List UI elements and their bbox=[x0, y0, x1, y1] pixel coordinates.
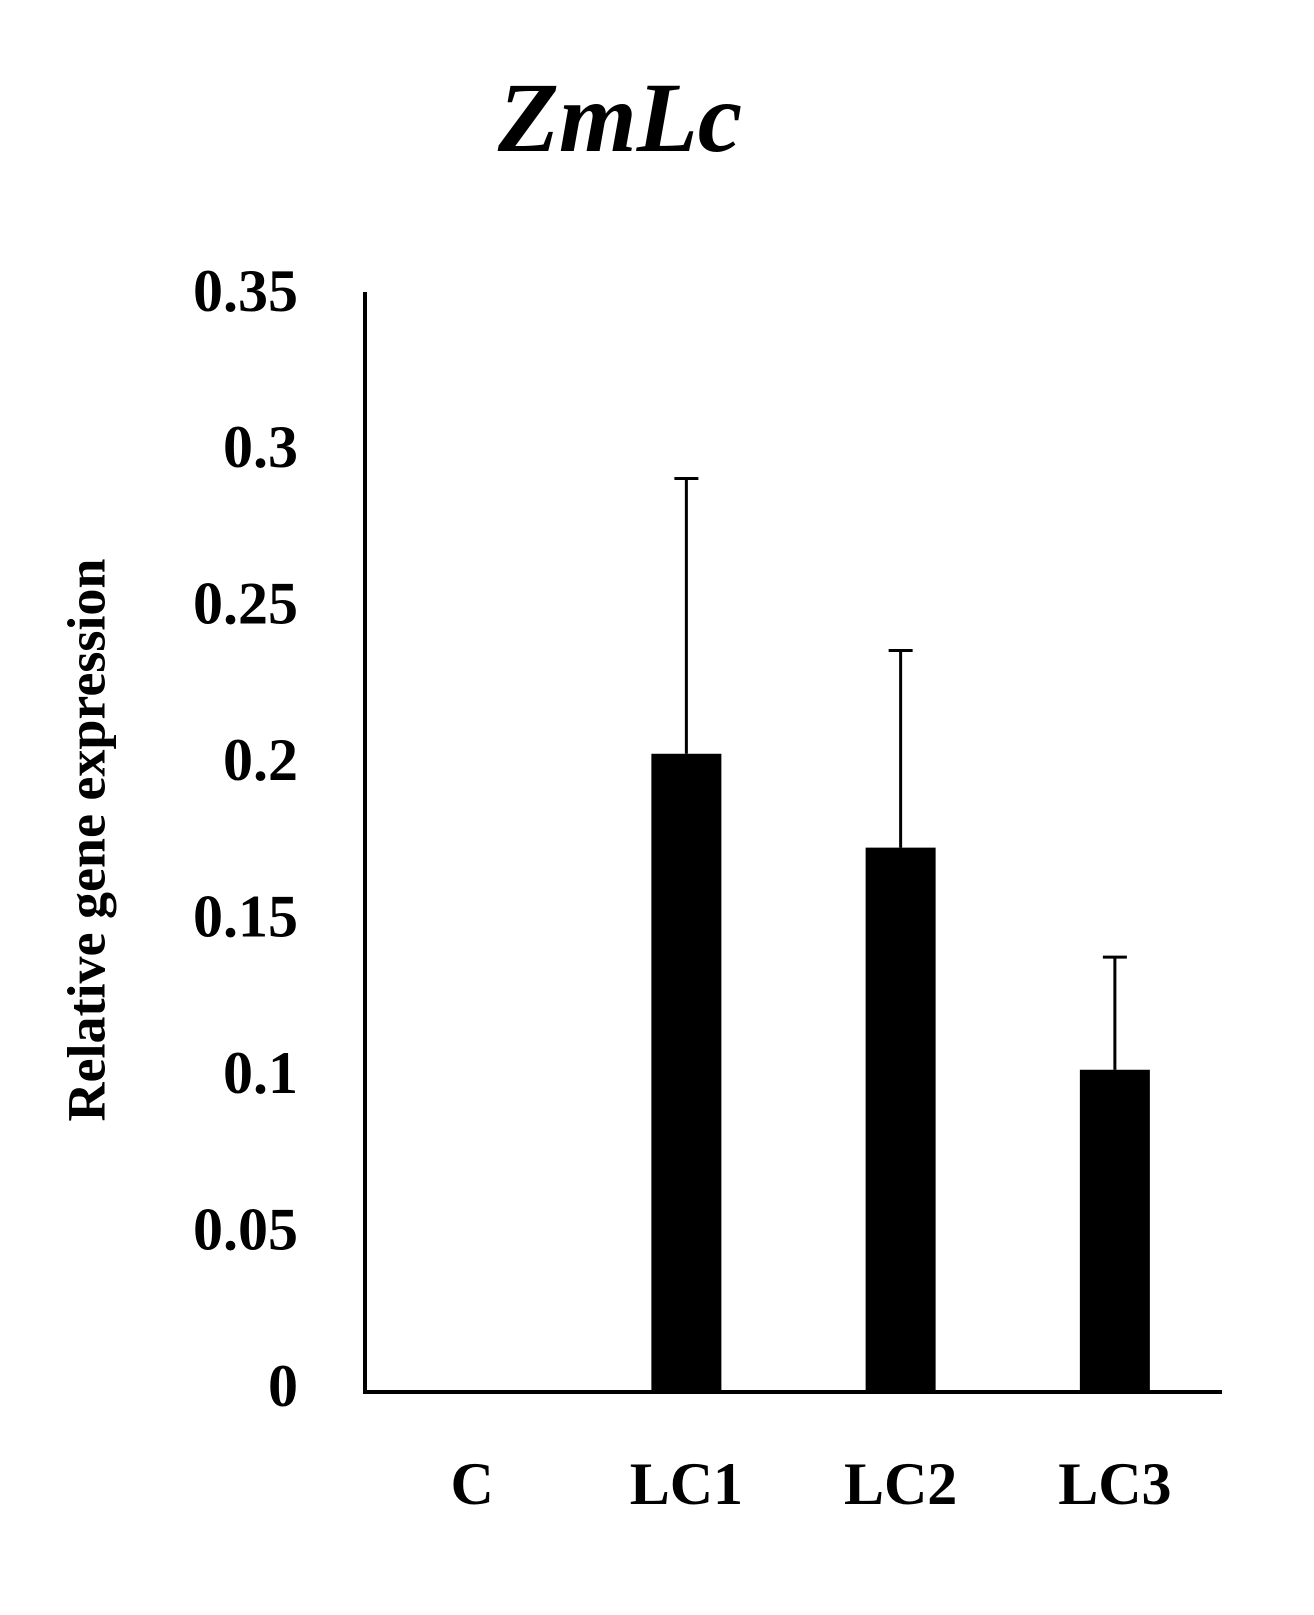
y-tick-label: 0.35 bbox=[193, 258, 298, 324]
y-tick-label: 0.1 bbox=[223, 1040, 298, 1106]
chart-title: ZmLc bbox=[497, 62, 742, 173]
bar bbox=[865, 847, 936, 1392]
y-tick-label: 0.15 bbox=[193, 883, 298, 949]
y-tick-label: 0.25 bbox=[193, 571, 298, 637]
x-tick-label: LC2 bbox=[844, 1451, 957, 1517]
y-tick-label: 0.3 bbox=[223, 414, 298, 480]
bar bbox=[651, 753, 722, 1392]
bar bbox=[1079, 1069, 1150, 1392]
error-bar bbox=[888, 649, 913, 848]
error-bar bbox=[674, 476, 699, 754]
error-bar bbox=[1102, 955, 1127, 1070]
x-tick-label: LC1 bbox=[630, 1451, 743, 1517]
x-tick-label: C bbox=[450, 1451, 493, 1517]
x-tick-label: LC3 bbox=[1058, 1451, 1171, 1517]
y-tick-label: 0.05 bbox=[193, 1196, 298, 1262]
y-tick-label: 0.2 bbox=[223, 727, 298, 793]
y-axis-label: Relative gene expression bbox=[56, 559, 116, 1122]
y-tick-label: 0 bbox=[268, 1353, 298, 1419]
